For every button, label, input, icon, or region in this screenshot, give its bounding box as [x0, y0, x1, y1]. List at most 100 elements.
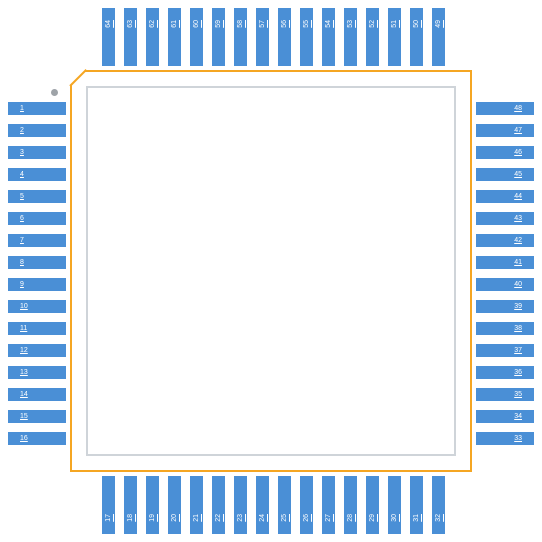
pin-label: 2 — [20, 127, 24, 134]
package-outline-inner — [86, 86, 456, 456]
pin-label: 49 — [435, 20, 442, 28]
pin-label: 61 — [171, 20, 178, 28]
pin-label: 16 — [20, 435, 28, 442]
pin-4: 4 — [8, 168, 66, 181]
pin-3: 3 — [8, 146, 66, 159]
pin-label: 29 — [369, 514, 376, 522]
pin-51: 51 — [388, 8, 401, 66]
pin-label: 1 — [20, 105, 24, 112]
pin-label: 3 — [20, 149, 24, 156]
pin-10: 10 — [8, 300, 66, 313]
pin-42: 42 — [476, 234, 534, 247]
pin-35: 35 — [476, 388, 534, 401]
pin-56: 56 — [278, 8, 291, 66]
pin-label: 20 — [171, 514, 178, 522]
pin-64: 64 — [102, 8, 115, 66]
pin-label: 59 — [215, 20, 222, 28]
pin-label: 7 — [20, 237, 24, 244]
pin-label: 40 — [514, 281, 522, 288]
pin-26: 26 — [300, 476, 313, 534]
pin-label: 12 — [20, 347, 28, 354]
pin-label: 63 — [127, 20, 134, 28]
pin-36: 36 — [476, 366, 534, 379]
pin-label: 35 — [514, 391, 522, 398]
pin-label: 4 — [20, 171, 24, 178]
pin-9: 9 — [8, 278, 66, 291]
pin-59: 59 — [212, 8, 225, 66]
pin-label: 47 — [514, 127, 522, 134]
pin1-indicator-dot — [51, 89, 58, 96]
pin-label: 9 — [20, 281, 24, 288]
pin-16: 16 — [8, 432, 66, 445]
pin-label: 53 — [347, 20, 354, 28]
pin-label: 62 — [149, 20, 156, 28]
pin-label: 27 — [325, 514, 332, 522]
pin-40: 40 — [476, 278, 534, 291]
pin-label: 21 — [193, 514, 200, 522]
pin-label: 37 — [514, 347, 522, 354]
pin-label: 31 — [413, 514, 420, 522]
pin-15: 15 — [8, 410, 66, 423]
pin-38: 38 — [476, 322, 534, 335]
pin-37: 37 — [476, 344, 534, 357]
pin-label: 26 — [303, 514, 310, 522]
pin-22: 22 — [212, 476, 225, 534]
pin-55: 55 — [300, 8, 313, 66]
pin-41: 41 — [476, 256, 534, 269]
pin-label: 5 — [20, 193, 24, 200]
pin-47: 47 — [476, 124, 534, 137]
pin-8: 8 — [8, 256, 66, 269]
pin-5: 5 — [8, 190, 66, 203]
pin-label: 11 — [20, 325, 27, 332]
pin-53: 53 — [344, 8, 357, 66]
pin-label: 17 — [105, 514, 112, 522]
pin-label: 58 — [237, 20, 244, 28]
pin-34: 34 — [476, 410, 534, 423]
pin-label: 24 — [259, 514, 266, 522]
pin-44: 44 — [476, 190, 534, 203]
pin-29: 29 — [366, 476, 379, 534]
pin-62: 62 — [146, 8, 159, 66]
pin-32: 32 — [432, 476, 445, 534]
pin-49: 49 — [432, 8, 445, 66]
pin-2: 2 — [8, 124, 66, 137]
pin-label: 32 — [435, 514, 442, 522]
pin-label: 50 — [413, 20, 420, 28]
pin-48: 48 — [476, 102, 534, 115]
pin-label: 10 — [20, 303, 28, 310]
pin-1: 1 — [8, 102, 66, 115]
pin-58: 58 — [234, 8, 247, 66]
pin-label: 45 — [514, 171, 522, 178]
pin-50: 50 — [410, 8, 423, 66]
pin-label: 48 — [514, 105, 522, 112]
pin-60: 60 — [190, 8, 203, 66]
pin-31: 31 — [410, 476, 423, 534]
pin-label: 41 — [514, 259, 522, 266]
pin-57: 57 — [256, 8, 269, 66]
pin-23: 23 — [234, 476, 247, 534]
pin-19: 19 — [146, 476, 159, 534]
pin-label: 42 — [514, 237, 522, 244]
pin-18: 18 — [124, 476, 137, 534]
pin-25: 25 — [278, 476, 291, 534]
pin-label: 8 — [20, 259, 24, 266]
pin-label: 43 — [514, 215, 522, 222]
pin-label: 33 — [514, 435, 522, 442]
pin-63: 63 — [124, 8, 137, 66]
pin-28: 28 — [344, 476, 357, 534]
pin-24: 24 — [256, 476, 269, 534]
pin-label: 19 — [149, 514, 156, 522]
pin-30: 30 — [388, 476, 401, 534]
pin-label: 25 — [281, 514, 288, 522]
pin-33: 33 — [476, 432, 534, 445]
pin-label: 30 — [391, 514, 398, 522]
pin-label: 57 — [259, 20, 266, 28]
pin-21: 21 — [190, 476, 203, 534]
pin-20: 20 — [168, 476, 181, 534]
pin-7: 7 — [8, 234, 66, 247]
pin-label: 64 — [105, 20, 112, 28]
pin-label: 23 — [237, 514, 244, 522]
pin-label: 38 — [514, 325, 522, 332]
pin-11: 11 — [8, 322, 66, 335]
pin-label: 56 — [281, 20, 288, 28]
